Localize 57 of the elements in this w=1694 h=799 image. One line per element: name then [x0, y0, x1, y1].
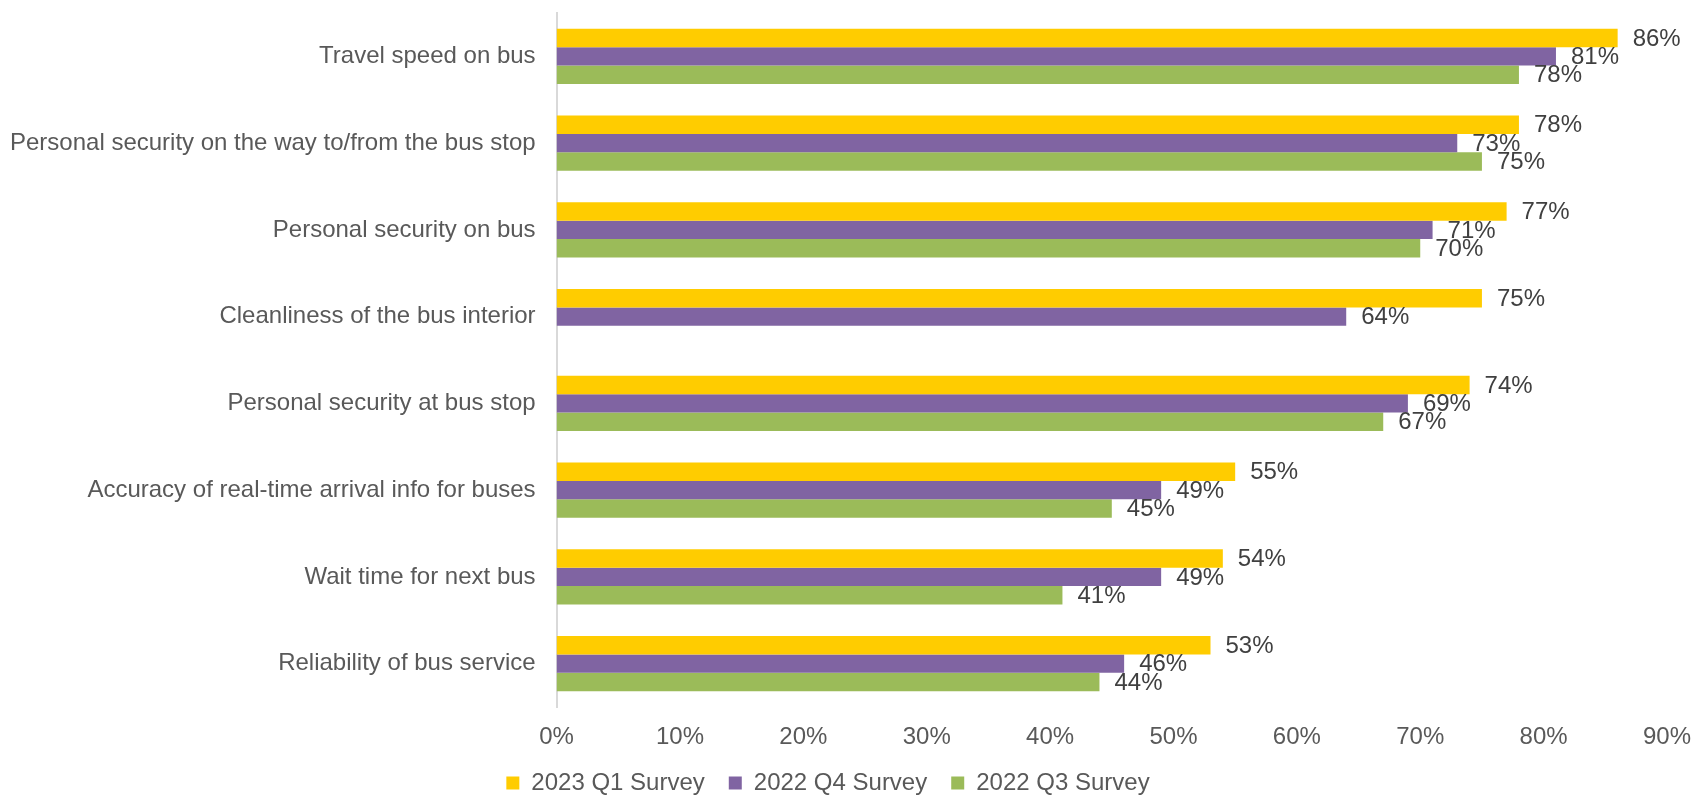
data-label: 86%	[1632, 23, 1681, 51]
bar	[556, 133, 1458, 153]
bar	[556, 152, 1482, 171]
y-tick-label: Cleanliness of the bus interior	[219, 301, 536, 329]
y-tick-label: Personal security on the way to/from the bus stop	[9, 127, 536, 155]
bar	[556, 47, 1556, 66]
x-tick-label: 20%	[779, 722, 828, 750]
bar	[556, 549, 1223, 568]
bar	[556, 412, 1384, 431]
bar	[556, 672, 1100, 692]
data-label: 74%	[1484, 370, 1533, 398]
y-tick-label: Accuracy of real-time arrival info for buses	[87, 474, 536, 502]
data-label: 77%	[1521, 197, 1570, 225]
x-tick-label: 40%	[1026, 722, 1075, 750]
data-label: 78%	[1533, 110, 1582, 138]
bar	[556, 567, 1162, 587]
x-tick-label: 90%	[1642, 722, 1692, 750]
data-label: 75%	[1496, 283, 1545, 311]
bar	[556, 115, 1519, 134]
y-tick-label: Personal security at bus stop	[227, 388, 536, 415]
bar	[556, 307, 1347, 326]
x-tick-label: 10%	[655, 722, 704, 750]
legend-label: 2022 Q3 Survey	[976, 767, 1150, 795]
x-tick-label: 80%	[1519, 722, 1568, 750]
data-label: 49%	[1176, 475, 1225, 503]
bar	[556, 289, 1482, 308]
bar	[556, 220, 1433, 240]
x-tick-label: 60%	[1272, 722, 1321, 750]
bar	[556, 65, 1519, 84]
bar	[556, 654, 1125, 673]
bar	[556, 28, 1618, 48]
data-label: 55%	[1250, 457, 1299, 485]
data-label: 49%	[1176, 562, 1225, 590]
y-tick-label: Wait time for next bus	[304, 561, 536, 589]
bar	[556, 636, 1211, 655]
y-tick-label: Reliability of bus service	[278, 648, 536, 676]
bar	[556, 462, 1236, 481]
x-tick-label: 50%	[1149, 722, 1198, 750]
legend-label: 2023 Q1 Survey	[531, 767, 705, 795]
data-label: 41%	[1077, 580, 1126, 608]
x-tick-label: 70%	[1396, 722, 1445, 750]
bar	[556, 394, 1408, 413]
x-tick-label: 0%	[539, 722, 574, 750]
legend-label: 2022 Q4 Survey	[753, 767, 928, 795]
y-tick-label: Travel speed on bus	[319, 41, 536, 68]
data-label: 53%	[1225, 630, 1274, 658]
bar	[556, 239, 1421, 258]
x-tick-label: 30%	[902, 722, 951, 750]
data-label: 45%	[1126, 494, 1175, 522]
data-label: 64%	[1361, 302, 1410, 330]
bar	[556, 586, 1063, 605]
bar	[556, 375, 1470, 395]
bar	[556, 499, 1112, 518]
bar	[556, 480, 1162, 500]
y-tick-label: Personal security on bus	[272, 214, 536, 242]
bar	[556, 202, 1507, 221]
data-label: 54%	[1237, 544, 1286, 572]
